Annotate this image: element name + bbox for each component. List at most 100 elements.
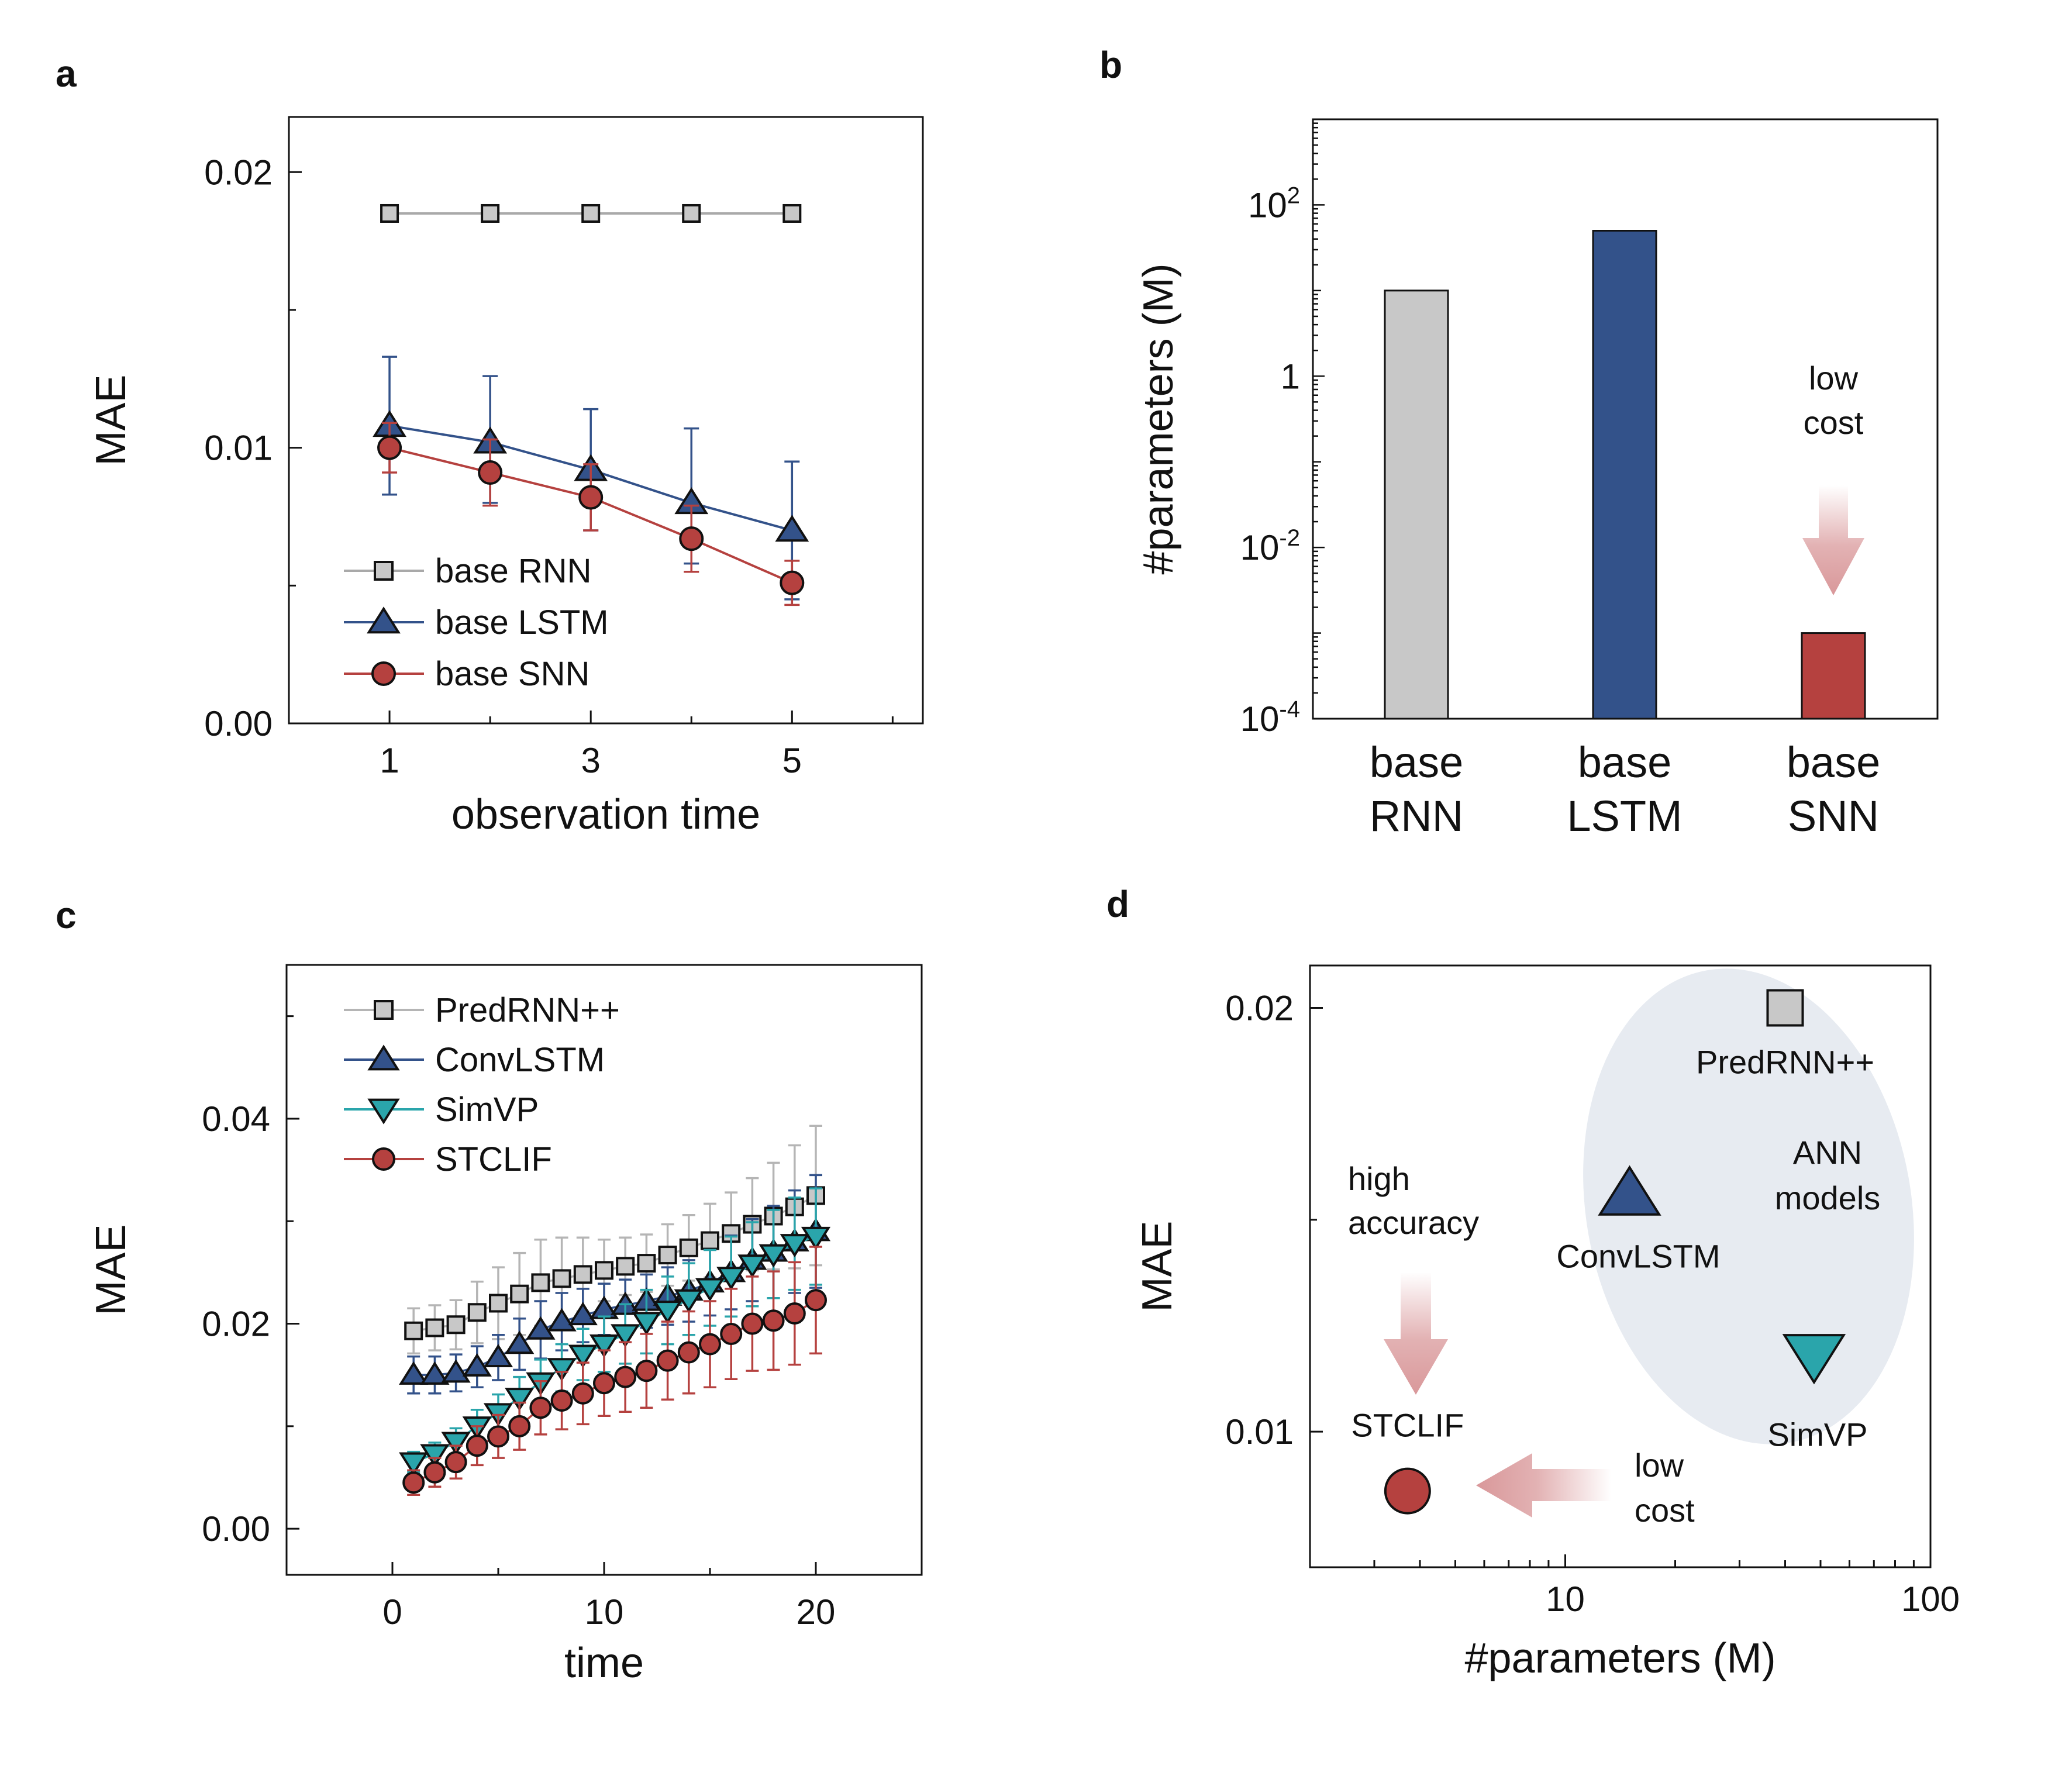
data-point-simvp [695, 1278, 725, 1302]
x-tick-label-d: 10 [1546, 1580, 1585, 1619]
data-point-rnn [658, 1246, 677, 1265]
point-label-simvp: SimVP [1767, 1416, 1867, 1453]
scatter-point-snn [1384, 1467, 1431, 1515]
data-point-snn [466, 1434, 488, 1457]
data-point-simvp [801, 1226, 831, 1250]
data-point-rnn [552, 1269, 571, 1288]
panel-a-chart: 0.00 0.01 0.02 1 3 5 observation time MAE base R… [88, 116, 924, 838]
x-axis-label-a: observation time [451, 791, 760, 838]
y-tick-label-d: 0.01 [1225, 1412, 1294, 1451]
data-point-simvp [547, 1358, 577, 1382]
data-point-rnn [489, 1294, 508, 1313]
annotation-low-d: low [1635, 1447, 1684, 1484]
data-point-rnn [425, 1318, 444, 1337]
data-point-rnn [467, 1303, 487, 1322]
x-axis-label-c: time [564, 1640, 644, 1687]
y-tick-label-a: 0.01 [204, 429, 273, 468]
point-label-rnn: PredRNN++ [1696, 1043, 1874, 1080]
annotation-accuracy: accuracy [1348, 1204, 1479, 1241]
y-axis-label-b: #parameters (M) [1135, 263, 1182, 574]
data-point-snn [614, 1365, 637, 1388]
y-tick-label-c: 0.02 [202, 1305, 270, 1344]
data-point-simvp [589, 1334, 619, 1358]
annotation-low: low [1809, 360, 1859, 396]
data-point-snn [741, 1312, 764, 1335]
plot-frame-a [288, 116, 924, 725]
data-point-rnn [782, 204, 802, 223]
region-label-models: models [1775, 1180, 1881, 1216]
data-point-rnn [573, 1265, 592, 1284]
point-label-snn: STCLIF [1351, 1407, 1464, 1444]
annotation-high: high [1348, 1160, 1410, 1197]
data-point-lstm [547, 1308, 577, 1332]
legend-label-lstm: ConvLSTM [435, 1041, 605, 1079]
data-point-rnn [531, 1273, 550, 1292]
data-point-rnn [380, 204, 399, 223]
x-tick-label-a: 5 [782, 741, 802, 780]
y-tick-label-c: 0.04 [202, 1099, 270, 1139]
annotation-cost-d: cost [1635, 1492, 1695, 1529]
data-point-simvp [759, 1244, 788, 1268]
panel-c-chart: 0.00 0.02 0.04 0 10 20 time MAE PredRNN++ ConvLST… [88, 964, 923, 1687]
data-point-snn [402, 1471, 425, 1494]
y-axis-label-c: MAE [88, 1224, 135, 1315]
legend-marker-snn [372, 1147, 395, 1171]
data-point-simvp [568, 1344, 598, 1368]
panel-label-b: b [1099, 44, 1122, 86]
data-point-simvp [737, 1254, 767, 1278]
legend-marker-rnn [374, 561, 394, 581]
x-tick-label-a: 1 [380, 741, 399, 780]
data-point-simvp [653, 1301, 682, 1325]
scatter-point-simvp [1782, 1334, 1846, 1385]
data-point-rnn [404, 1321, 423, 1340]
data-point-simvp [399, 1452, 429, 1476]
data-point-rnn [581, 204, 601, 223]
data-point-snn [805, 1289, 827, 1312]
x-tick-label-c: 0 [382, 1592, 402, 1632]
data-point-rnn [481, 204, 500, 223]
x-tick-label-d: 100 [1901, 1580, 1960, 1619]
bar-snn [1801, 632, 1866, 720]
x-category-label: LSTM [1567, 792, 1682, 840]
region-label-ann: ANN [1793, 1134, 1862, 1171]
data-point-snn [780, 570, 805, 595]
legend-label-rnn: base RNN [435, 552, 592, 590]
data-point-lstm [399, 1361, 429, 1385]
data-point-rnn [722, 1224, 741, 1243]
x-category-label: base [1578, 738, 1671, 787]
y-tick-label-b: 10-2 [1240, 525, 1300, 567]
data-point-rnn [595, 1261, 613, 1280]
data-point-rnn [701, 1231, 719, 1250]
y-tick-label-c: 0.00 [202, 1509, 270, 1549]
data-point-snn [377, 435, 402, 460]
y-tick-label-a: 0.02 [204, 153, 273, 192]
low-cost-arrow-d [1476, 1453, 1611, 1518]
data-point-lstm [483, 1344, 513, 1368]
legend-label-snn: STCLIF [435, 1140, 552, 1178]
data-point-rnn [679, 1238, 698, 1257]
scatter-point-lstm [1598, 1165, 1661, 1216]
legend-label-lstm: base LSTM [435, 604, 609, 642]
ann-models-region [1583, 968, 1914, 1444]
data-point-simvp [611, 1324, 640, 1348]
x-category-label: RNN [1370, 792, 1463, 840]
data-point-rnn [510, 1284, 529, 1304]
legend-label-snn: base SNN [435, 655, 589, 693]
panel-label-d: d [1106, 883, 1129, 925]
x-tick-label-a: 3 [581, 741, 601, 780]
panel-b-chart: 10-4 10-2 1 102 #parameters (M) base RNN base LS… [1135, 118, 1939, 840]
data-point-snn [699, 1333, 721, 1356]
data-point-lstm [441, 1359, 471, 1383]
data-point-snn [487, 1425, 509, 1448]
data-point-rnn [446, 1315, 466, 1334]
y-axis-label-d: MAE [1134, 1220, 1181, 1312]
x-category-label: SNN [1788, 792, 1879, 840]
plot-frame-d [1309, 964, 1932, 1568]
bar-rnn [1384, 289, 1449, 720]
data-point-snn [478, 460, 503, 485]
data-point-snn [720, 1323, 743, 1346]
scatter-point-rnn [1766, 989, 1804, 1027]
y-axis-label-a: MAE [88, 374, 135, 465]
x-category-label: base [1370, 738, 1463, 787]
